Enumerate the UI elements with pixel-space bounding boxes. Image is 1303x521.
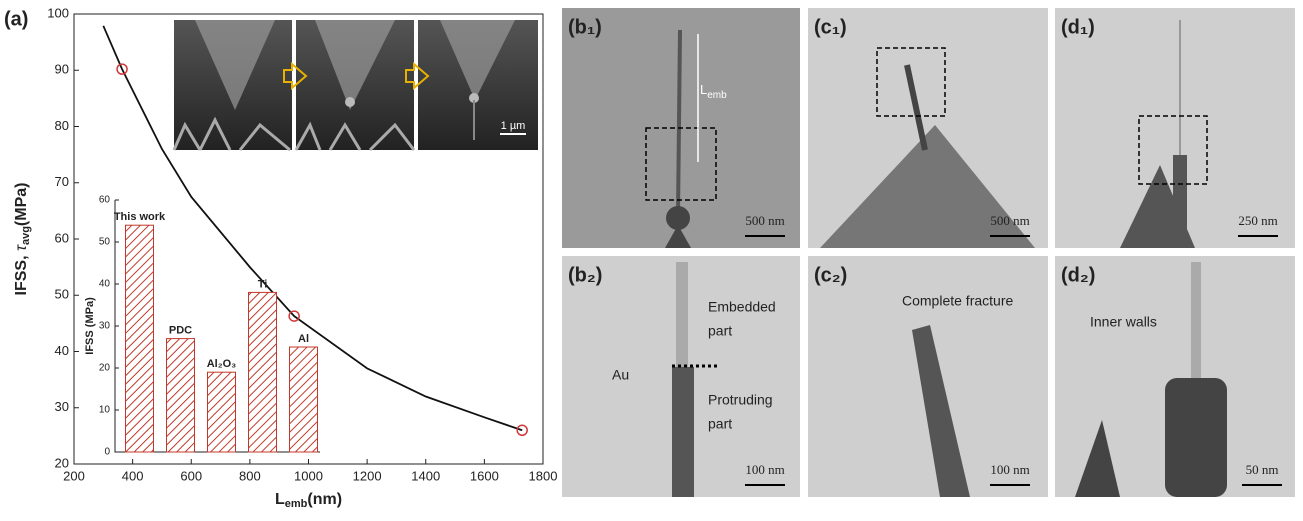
y-tick-label: 70 <box>55 174 69 189</box>
bar-category-label: Al <box>298 333 309 345</box>
scale-bar-label: 250 nm <box>1238 213 1277 228</box>
x-tick-label: 1200 <box>353 468 382 483</box>
y-tick-label: 90 <box>55 62 69 77</box>
inset-y-tick-label: 40 <box>99 279 111 290</box>
annotation: Complete fracture <box>902 293 1013 309</box>
annotation-main: L <box>700 82 707 97</box>
inset-y-label: IFSS (MPa) <box>84 297 96 355</box>
y-tick-label: 50 <box>55 287 69 302</box>
sem-inset <box>172 20 538 152</box>
bar-category-label: Ti <box>258 278 268 290</box>
inset-y-tick-label: 30 <box>99 321 111 332</box>
y-label-main: IFSS, <box>13 251 30 295</box>
x-tick-label: 1600 <box>470 468 499 483</box>
y-label-unit: (MPa) <box>13 183 30 227</box>
annotation: part <box>708 416 732 432</box>
panel-label: (a) <box>4 8 28 30</box>
bar <box>166 338 195 453</box>
annotation: part <box>708 323 732 339</box>
y-axis-label: IFSS, τavg(MPa) <box>13 183 32 296</box>
x-axis-label: Lemb(nm) <box>275 491 342 510</box>
annotation: Protruding <box>708 392 773 408</box>
inset-y-tick-label: 20 <box>99 363 111 374</box>
panel-label: (c₂) <box>814 264 847 286</box>
data-point <box>116 63 128 75</box>
x-label-main: L <box>275 491 285 508</box>
panel-label: (c₁) <box>814 16 847 38</box>
x-tick-label: 400 <box>122 468 144 483</box>
annotation: Embedded <box>708 299 776 315</box>
panel-label: (d₁) <box>1061 16 1095 38</box>
x-tick-label: 1000 <box>294 468 323 483</box>
micrograph-content <box>912 325 970 497</box>
micrograph-content <box>672 262 718 497</box>
y-label-sub: avg <box>20 226 32 245</box>
inset-y-tick-label: 0 <box>104 447 110 458</box>
bar <box>248 291 277 453</box>
bar-category-label: This work <box>114 211 166 223</box>
bar-category-label: PDC <box>169 325 192 337</box>
annotation-sub: emb <box>707 90 727 101</box>
y-tick-label: 20 <box>55 455 69 470</box>
annotation: Inner walls <box>1090 314 1157 330</box>
micrograph-content <box>645 29 717 248</box>
inset-y-tick-label: 60 <box>99 195 111 206</box>
annotation: Au <box>612 367 629 383</box>
micrograph-content <box>1075 262 1227 497</box>
panel-label: (b₂) <box>568 264 602 286</box>
x-label-sub: emb <box>285 498 308 510</box>
bar <box>207 371 236 453</box>
x-tick-label: 800 <box>239 468 261 483</box>
y-tick-label: 100 <box>47 5 69 20</box>
bar <box>289 346 318 453</box>
scale-bar-label: 100 nm <box>745 462 784 477</box>
inset-scale-label: 1 µm <box>501 120 526 132</box>
x-tick-label: 600 <box>180 468 202 483</box>
x-tick-label: 200 <box>63 468 85 483</box>
inset-y-tick-label: 50 <box>99 237 111 248</box>
annotation: Lemb <box>700 82 727 100</box>
y-tick-label: 80 <box>55 118 69 133</box>
panel-label: (d₂) <box>1061 264 1095 286</box>
data-point <box>288 310 300 322</box>
scale-bar-label: 500 nm <box>990 213 1029 228</box>
x-tick-label: 1800 <box>529 468 558 483</box>
bar-category-label: Al₂O₃ <box>207 358 237 370</box>
inset-y-tick-label: 10 <box>99 405 111 416</box>
x-label-unit: (nm) <box>307 491 342 508</box>
micrograph-content <box>820 47 1035 248</box>
data-point <box>516 424 528 436</box>
y-tick-label: 40 <box>55 343 69 358</box>
x-tick-label: 1400 <box>411 468 440 483</box>
bar <box>125 224 154 453</box>
micrograph-content <box>1120 20 1208 248</box>
fit-curve <box>102 25 523 432</box>
y-tick-label: 30 <box>55 399 69 414</box>
scale-bar-label: 500 nm <box>745 213 784 228</box>
scale-bar-label: 50 nm <box>1246 462 1279 477</box>
y-tick-label: 60 <box>55 230 69 245</box>
panel-label: (b₁) <box>568 16 602 38</box>
y-label-tau: τ <box>13 244 30 251</box>
scale-bar-label: 100 nm <box>990 462 1029 477</box>
